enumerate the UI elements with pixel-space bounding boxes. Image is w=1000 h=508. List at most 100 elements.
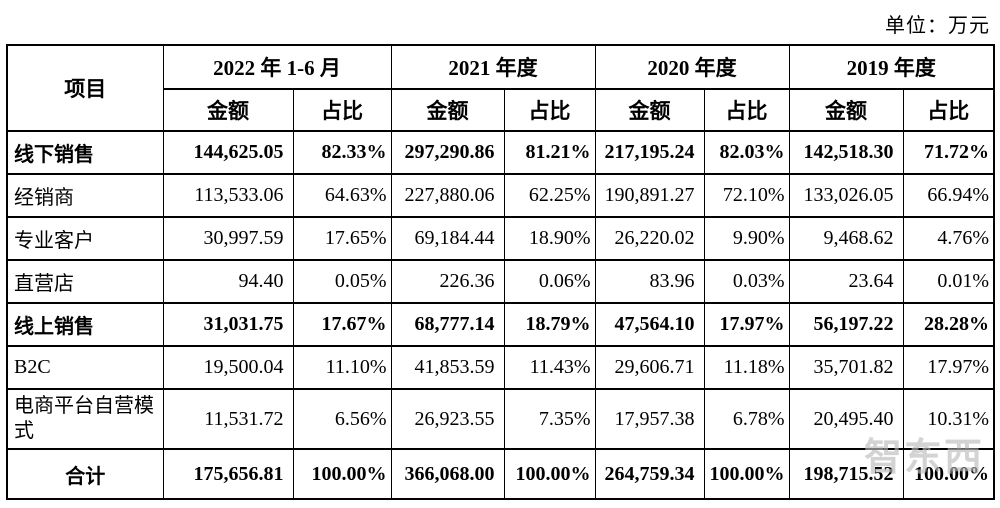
- amount-cell: 297,290.86: [390, 130, 505, 175]
- share-cell: 17.67%: [292, 302, 392, 347]
- col-header-amount: 金额: [390, 88, 505, 132]
- col-header-period-2019: 2019 年度: [788, 44, 995, 90]
- share-cell: 82.33%: [292, 130, 392, 175]
- amount-cell: 41,853.59: [390, 345, 505, 390]
- amount-cell: 30,997.59: [162, 216, 294, 261]
- share-cell: 0.06%: [503, 259, 596, 304]
- amount-cell: 26,220.02: [594, 216, 705, 261]
- amount-cell: 23.64: [788, 259, 904, 304]
- amount-cell: 68,777.14: [390, 302, 505, 347]
- share-cell: 62.25%: [503, 173, 596, 218]
- amount-cell: 20,495.40: [788, 388, 904, 450]
- col-header-share: 占比: [292, 88, 392, 132]
- col-header-period-2022: 2022 年 1-6 月: [162, 44, 392, 90]
- share-cell: 9.90%: [703, 216, 790, 261]
- table-row: 合计 175,656.81 100.00% 366,068.00 100.00% 264,…: [6, 448, 995, 500]
- amount-cell: 175,656.81: [162, 448, 294, 500]
- share-cell: 17.97%: [703, 302, 790, 347]
- col-header-period-2021: 2021 年度: [390, 44, 596, 90]
- col-header-amount: 金额: [788, 88, 904, 132]
- share-cell: 10.31%: [902, 388, 995, 450]
- amount-cell: 113,533.06: [162, 173, 294, 218]
- share-cell: 72.10%: [703, 173, 790, 218]
- col-header-item: 项目: [6, 44, 164, 132]
- share-cell: 66.94%: [902, 173, 995, 218]
- amount-cell: 56,197.22: [788, 302, 904, 347]
- share-cell: 0.03%: [703, 259, 790, 304]
- share-cell: 6.78%: [703, 388, 790, 450]
- share-cell: 7.35%: [503, 388, 596, 450]
- row-label: 电商平台自营模式: [6, 388, 164, 450]
- share-cell: 82.03%: [703, 130, 790, 175]
- table-header: 项目 2022 年 1-6 月 2021 年度 2020 年度 2019 年度 …: [6, 44, 995, 132]
- row-label: B2C: [6, 345, 164, 390]
- share-cell: 0.01%: [902, 259, 995, 304]
- row-label: 线上销售: [6, 302, 164, 347]
- amount-cell: 47,564.10: [594, 302, 705, 347]
- share-cell: 11.10%: [292, 345, 392, 390]
- amount-cell: 69,184.44: [390, 216, 505, 261]
- amount-cell: 9,468.62: [788, 216, 904, 261]
- amount-cell: 264,759.34: [594, 448, 705, 500]
- share-cell: 81.21%: [503, 130, 596, 175]
- row-label: 线下销售: [6, 130, 164, 175]
- share-cell: 18.79%: [503, 302, 596, 347]
- row-label: 专业客户: [6, 216, 164, 261]
- share-cell: 6.56%: [292, 388, 392, 450]
- share-cell: 0.05%: [292, 259, 392, 304]
- share-cell: 28.28%: [902, 302, 995, 347]
- table-row: 线下销售 144,625.05 82.33% 297,290.86 81.21% 217,…: [6, 130, 995, 175]
- share-cell: 71.72%: [902, 130, 995, 175]
- share-cell: 11.43%: [503, 345, 596, 390]
- col-header-share: 占比: [703, 88, 790, 132]
- row-label: 经销商: [6, 173, 164, 218]
- col-header-share: 占比: [902, 88, 995, 132]
- sales-channel-table: 项目 2022 年 1-6 月 2021 年度 2020 年度 2019 年度 …: [6, 44, 995, 500]
- table-row: 专业客户 30,997.59 17.65% 69,184.44 18.90% 26,220…: [6, 216, 995, 261]
- share-cell: 18.90%: [503, 216, 596, 261]
- amount-cell: 29,606.71: [594, 345, 705, 390]
- amount-cell: 31,031.75: [162, 302, 294, 347]
- amount-cell: 94.40: [162, 259, 294, 304]
- amount-cell: 17,957.38: [594, 388, 705, 450]
- table-row: 线上销售 31,031.75 17.67% 68,777.14 18.79% 47,564…: [6, 302, 995, 347]
- amount-cell: 11,531.72: [162, 388, 294, 450]
- col-header-share: 占比: [503, 88, 596, 132]
- share-cell: 100.00%: [292, 448, 392, 500]
- unit-label: 单位：万元: [885, 15, 990, 37]
- amount-cell: 366,068.00: [390, 448, 505, 500]
- amount-cell: 26,923.55: [390, 388, 505, 450]
- table-row: B2C 19,500.04 11.10% 41,853.59 11.43% 29,606.…: [6, 345, 995, 390]
- amount-cell: 227,880.06: [390, 173, 505, 218]
- share-cell: 17.97%: [902, 345, 995, 390]
- table-row: 直营店 94.40 0.05% 226.36 0.06% 83.96 0.03% 23.64 0…: [6, 259, 995, 304]
- header-row-subcolumns: 金额 占比 金额 占比 金额 占比 金额 占比: [7, 88, 995, 132]
- amount-cell: 83.96: [594, 259, 705, 304]
- col-header-amount: 金额: [594, 88, 705, 132]
- table-body: 线下销售 144,625.05 82.33% 297,290.86 81.21% 217,…: [6, 130, 995, 500]
- share-cell: 100.00%: [703, 448, 790, 500]
- share-cell: 100.00%: [902, 448, 995, 500]
- col-header-period-2020: 2020 年度: [594, 44, 790, 90]
- amount-cell: 217,195.24: [594, 130, 705, 175]
- share-cell: 64.63%: [292, 173, 392, 218]
- row-label: 直营店: [6, 259, 164, 304]
- share-cell: 4.76%: [902, 216, 995, 261]
- amount-cell: 142,518.30: [788, 130, 904, 175]
- table-row: 电商平台自营模式 11,531.72 6.56% 26,923.55 7.35% 17,9…: [6, 388, 995, 450]
- amount-cell: 190,891.27: [594, 173, 705, 218]
- header-row-periods: 项目 2022 年 1-6 月 2021 年度 2020 年度 2019 年度: [6, 44, 995, 132]
- table-row: 经销商 113,533.06 64.63% 227,880.06 62.25% 190,8…: [6, 173, 995, 218]
- col-header-amount: 金额: [162, 88, 294, 132]
- share-cell: 17.65%: [292, 216, 392, 261]
- amount-cell: 226.36: [390, 259, 505, 304]
- share-cell: 100.00%: [503, 448, 596, 500]
- amount-cell: 35,701.82: [788, 345, 904, 390]
- row-label: 合计: [6, 448, 164, 500]
- amount-cell: 19,500.04: [162, 345, 294, 390]
- share-cell: 11.18%: [703, 345, 790, 390]
- amount-cell: 198,715.52: [788, 448, 904, 500]
- amount-cell: 133,026.05: [788, 173, 904, 218]
- amount-cell: 144,625.05: [162, 130, 294, 175]
